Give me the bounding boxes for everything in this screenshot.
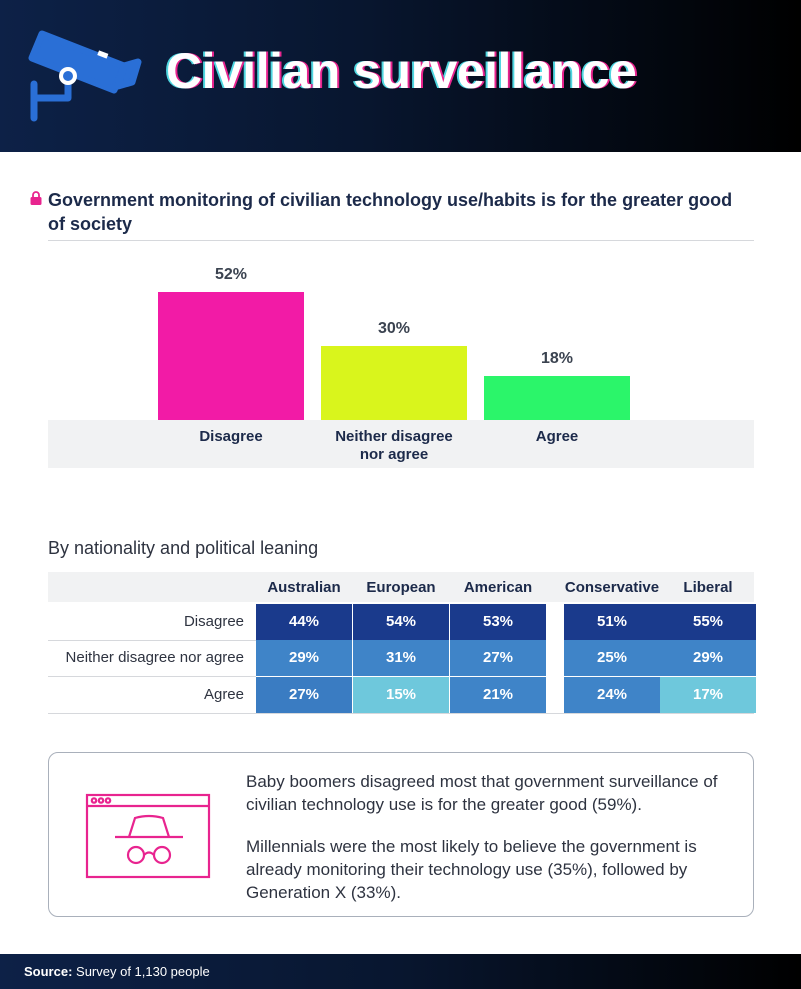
- header-banner: Civilian surveillance: [0, 0, 801, 152]
- table-cell: 27%: [450, 640, 546, 676]
- row-divider: [48, 676, 256, 677]
- bar-disagree: [158, 292, 304, 420]
- incognito-browser-icon: [85, 793, 211, 879]
- table-cell: 51%: [564, 604, 660, 640]
- table-bottom-rule: [48, 713, 754, 714]
- column-header: Liberal: [683, 579, 733, 596]
- bar-chart: 52% Disagree 30% Neither disagree nor agree 1…: [48, 250, 754, 470]
- table-cell: 27%: [256, 677, 352, 713]
- source-note: Source: Survey of 1,130 people: [24, 964, 210, 979]
- bar-agree: [484, 375, 630, 420]
- insight-text-1: Baby boomers disagreed most that governm…: [246, 772, 718, 814]
- table-cell: 17%: [660, 677, 756, 713]
- row-divider: [48, 640, 256, 641]
- bar-category-label: Disagree: [199, 428, 263, 445]
- security-camera-icon: [28, 30, 142, 122]
- chart-baseline-band: [48, 420, 754, 468]
- table-cell: 15%: [353, 677, 449, 713]
- insight-text-2: Millennials were the most likely to beli…: [246, 837, 697, 902]
- question-text: Government monitoring of civilian techno…: [48, 190, 733, 234]
- page-title: Civilian surveillance: [166, 43, 637, 99]
- table-header-band: [48, 572, 754, 602]
- bar-value-label: 18%: [540, 349, 574, 367]
- divider: [48, 240, 754, 241]
- row-label: Neither disagree nor agree: [65, 649, 244, 666]
- source-text: Survey of 1,130 people: [72, 964, 210, 979]
- table-cell: 29%: [256, 640, 352, 676]
- footer-bar: Source: Survey of 1,130 people: [0, 954, 801, 989]
- table-cell: 25%: [564, 640, 660, 676]
- results-table: Australian European American Conservative Li…: [48, 572, 756, 714]
- row-label: Disagree: [183, 613, 244, 630]
- table-cell: 44%: [256, 604, 352, 640]
- table-cell: 29%: [660, 640, 756, 676]
- column-header: Conservative: [564, 579, 660, 596]
- table-cell: 54%: [353, 604, 449, 640]
- table-title: By nationality and political leaning: [48, 538, 319, 558]
- bar-neither-disagree-nor-agree: [321, 346, 467, 420]
- insight-box: Baby boomers disagreed most that governm…: [48, 752, 754, 917]
- row-label: Agree: [203, 686, 244, 703]
- table-cell: 21%: [450, 677, 546, 713]
- column-header: Australian: [267, 579, 341, 596]
- source-label: Source:: [24, 964, 73, 979]
- bar-category-label: Agree: [535, 428, 579, 445]
- table-cell: 24%: [564, 677, 660, 713]
- table-cell: 55%: [660, 604, 756, 640]
- table-cell: 53%: [450, 604, 546, 640]
- table-cell: 31%: [353, 640, 449, 676]
- bar-value-label: 52%: [214, 266, 248, 283]
- column-header: European: [366, 579, 436, 596]
- bar-category-label: Neither disagree nor agree: [335, 428, 453, 463]
- lock-icon: [30, 191, 42, 205]
- column-header: American: [463, 579, 533, 596]
- bar-value-label: 30%: [377, 320, 411, 338]
